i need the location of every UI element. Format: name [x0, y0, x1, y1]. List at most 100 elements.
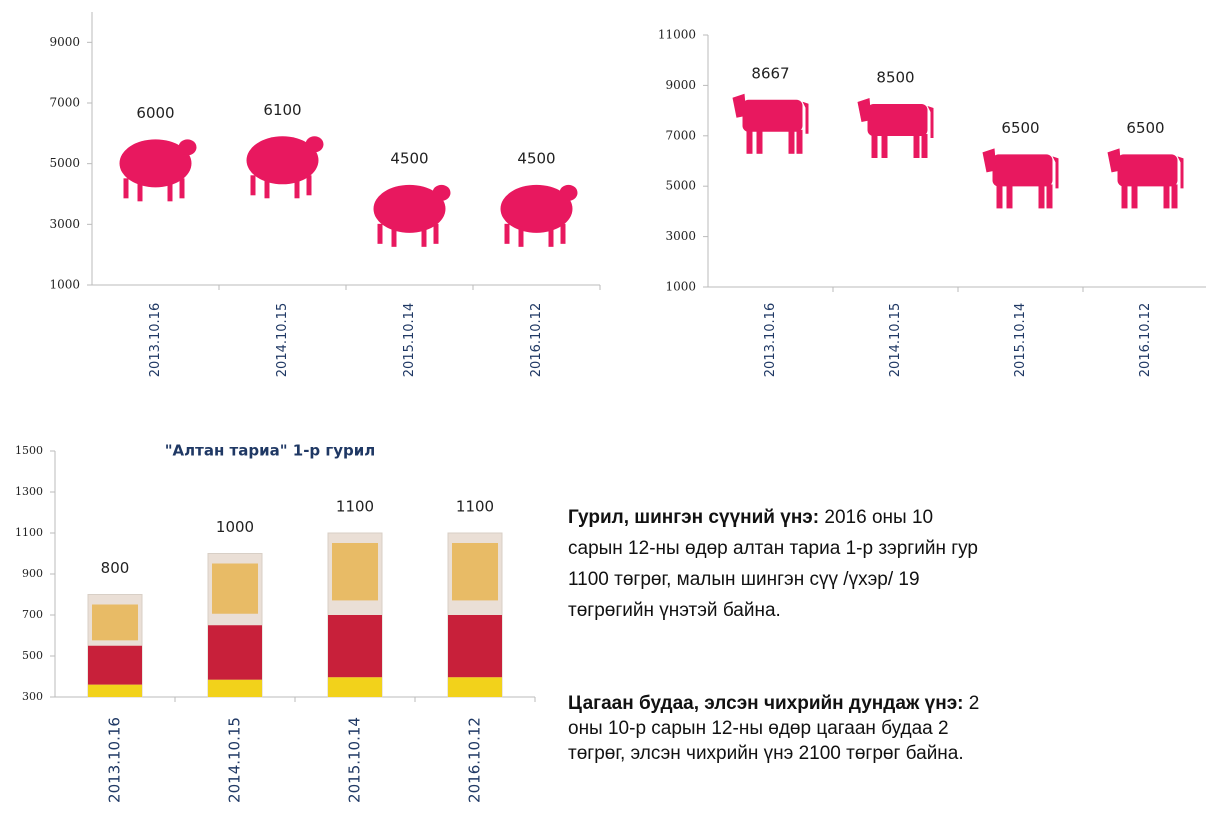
cow-body	[1118, 154, 1178, 186]
x-tick-label: 2016.10.12	[466, 717, 484, 803]
x-tick-label: 2016.10.12	[1138, 303, 1153, 377]
y-tick-label: 11000	[658, 28, 696, 42]
cow-body	[868, 104, 928, 136]
value-label: 1100	[336, 498, 374, 516]
cow-tail	[1178, 156, 1184, 188]
cow-leg	[882, 134, 888, 158]
bag-red	[88, 646, 142, 685]
paragraph-line: Цагаан будаа, элсэн чихрийн дундаж үнэ: …	[568, 693, 979, 714]
bag-yellow	[88, 685, 142, 697]
sheep-icon	[247, 136, 324, 198]
x-tick-label: 2014.10.15	[226, 717, 244, 803]
paragraph-line: төгрөгийн үнэтэй байна.	[568, 600, 781, 621]
value-label: 6100	[263, 101, 301, 119]
cow-leg	[1039, 184, 1045, 208]
y-tick-label: 900	[22, 567, 43, 580]
y-tick-label: 5000	[665, 179, 696, 193]
y-tick-label: 9000	[665, 78, 696, 92]
cow-leg	[1122, 184, 1128, 208]
cow-leg	[1172, 184, 1178, 208]
bag-yellow	[208, 680, 262, 697]
chart: 10003000500070009000110002013.10.1686672…	[658, 28, 1206, 378]
flour-bag	[88, 595, 142, 698]
sheep-leg	[392, 227, 397, 247]
paragraph-heading: Гурил, шингэн сүүний үнэ:	[568, 507, 819, 528]
y-tick-label: 5000	[49, 156, 80, 170]
sheep-leg	[307, 175, 312, 195]
sheep-head	[179, 139, 197, 155]
paragraph-text: 2	[964, 693, 980, 714]
sheep-leg	[180, 178, 185, 198]
cow-tail	[1053, 156, 1059, 188]
y-tick-label: 7000	[49, 96, 80, 110]
y-tick-label: 3000	[665, 229, 696, 243]
cow-icon	[733, 94, 809, 154]
x-tick-label: 2015.10.14	[1013, 303, 1028, 377]
y-tick-label: 300	[22, 690, 43, 703]
cow-body	[993, 154, 1053, 186]
value-label: 800	[101, 559, 130, 577]
cow-tail	[928, 106, 934, 138]
sheep-leg	[561, 224, 566, 244]
sheep-leg	[505, 224, 510, 244]
paragraph-line: сарын 12-ны өдөр алтан тариа 1-р зэргийн…	[568, 538, 978, 559]
paragraph-text: 2016 оны 10	[819, 507, 933, 528]
sheep-leg	[265, 178, 270, 198]
sheep-icon	[374, 185, 451, 247]
y-tick-label: 7000	[665, 128, 696, 142]
cow-leg	[1047, 184, 1053, 208]
cow-icon	[858, 98, 934, 158]
cow-leg	[914, 134, 920, 158]
cow-head	[983, 148, 997, 172]
paragraph-line: Гурил, шингэн сүүний үнэ: 2016 оны 10	[568, 507, 933, 528]
cow-leg	[797, 130, 803, 154]
y-tick-label: 1100	[15, 526, 43, 539]
sheep-leg	[138, 181, 143, 201]
sheep-icon	[120, 139, 197, 201]
sheep-leg	[519, 227, 524, 247]
x-tick-label: 2015.10.14	[402, 303, 417, 377]
cow-head	[733, 94, 747, 118]
value-label: 4500	[390, 149, 428, 167]
flour-bag	[448, 533, 502, 697]
flour-bag	[328, 533, 382, 697]
bag-yellow	[448, 677, 502, 697]
x-tick-label: 2014.10.15	[275, 303, 290, 377]
sheep-leg	[422, 227, 427, 247]
y-tick-label: 1000	[49, 278, 80, 292]
cow-icon	[1108, 148, 1184, 208]
value-label: 6000	[136, 104, 174, 122]
sheep-leg	[295, 178, 300, 198]
bag-yellow	[328, 677, 382, 697]
value-label: 4500	[517, 149, 555, 167]
chart-title: "Алтан тариа" 1-р гурил	[165, 442, 376, 460]
sheep-leg	[434, 224, 439, 244]
y-tick-label: 1500	[15, 444, 43, 457]
cow-leg	[872, 134, 878, 158]
bag-wheat	[92, 605, 138, 641]
cow-leg	[757, 130, 763, 154]
cow-body	[743, 100, 803, 132]
sheep-leg	[168, 181, 173, 201]
cow-leg	[1007, 184, 1013, 208]
bag-red	[448, 615, 502, 677]
sheep-head	[433, 185, 451, 201]
value-label: 8500	[876, 69, 914, 87]
y-tick-label: 1000	[665, 280, 696, 294]
x-tick-label: 2013.10.16	[148, 303, 163, 377]
bag-red	[328, 615, 382, 677]
paragraph-heading: Цагаан будаа, элсэн чихрийн дундаж үнэ:	[568, 693, 964, 714]
bag-wheat	[212, 564, 258, 614]
cow-leg	[997, 184, 1003, 208]
bag-wheat	[332, 543, 378, 600]
value-label: 1000	[216, 518, 254, 536]
bag-red	[208, 625, 262, 680]
cow-icon	[983, 148, 1059, 208]
y-tick-label: 500	[22, 649, 43, 662]
sheep-head	[306, 136, 324, 152]
flour-bag	[208, 554, 262, 698]
value-label: 8667	[751, 64, 789, 82]
bag-wheat	[452, 543, 498, 600]
sheep-leg	[251, 175, 256, 195]
paragraph-line: 1100 төгрөг, малын шингэн сүү /үхэр/ 19	[568, 569, 920, 590]
